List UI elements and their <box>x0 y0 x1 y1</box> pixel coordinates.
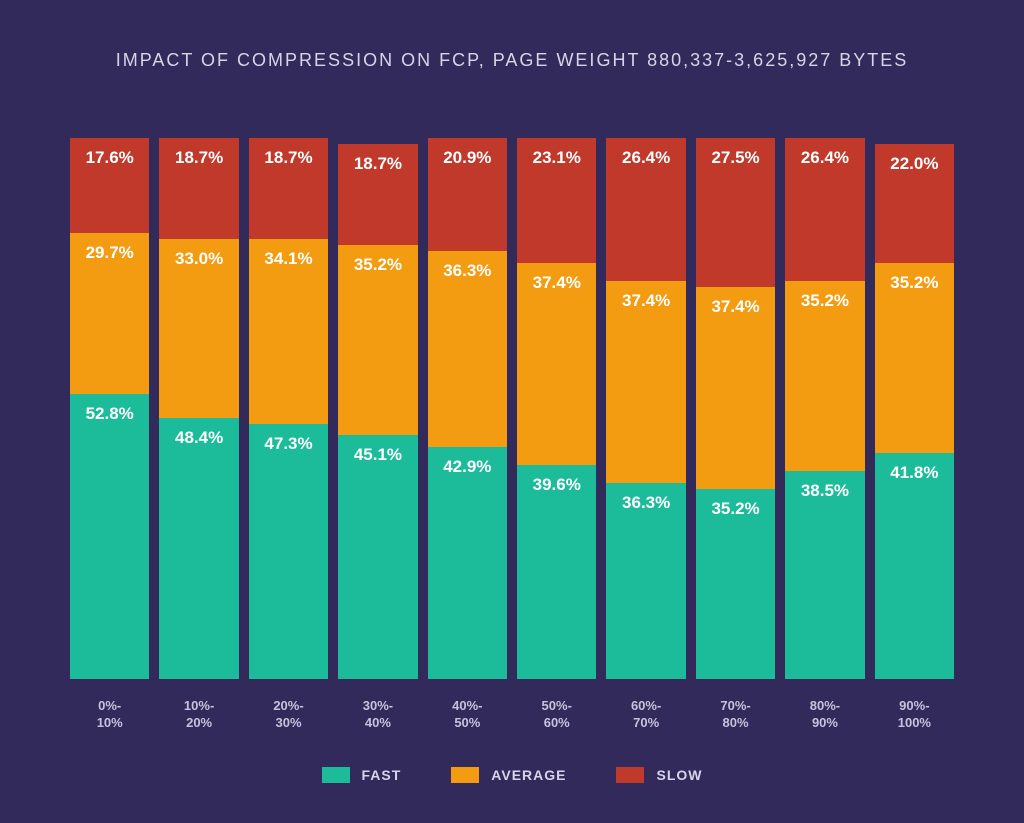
stacked-bar-chart: 17.6%29.7%52.8%0%-10%18.7%33.0%48.4%10%-… <box>70 121 954 732</box>
x-axis-label: 20%-30% <box>249 697 328 732</box>
legend-label: AVERAGE <box>491 767 566 783</box>
bar-stack: 20.9%36.3%42.9% <box>428 121 507 679</box>
bar-segment-average: 37.4% <box>696 287 775 489</box>
bar-segment-fast: 36.3% <box>606 483 685 679</box>
x-axis-label: 50%-60% <box>517 697 596 732</box>
bar-segment-fast: 35.2% <box>696 489 775 679</box>
bar-segment-slow: 23.1% <box>517 138 596 263</box>
bar-segment-average: 35.2% <box>785 281 864 471</box>
x-axis-label: 10%-20% <box>159 697 238 732</box>
bar-segment-slow: 20.9% <box>428 138 507 251</box>
x-axis-label: 40%-50% <box>428 697 507 732</box>
legend-swatch <box>616 767 644 783</box>
bar-segment-slow: 18.7% <box>249 138 328 239</box>
legend: FAST AVERAGE SLOW <box>70 767 954 783</box>
x-axis-label: 70%-80% <box>696 697 775 732</box>
bar-stack: 26.4%35.2%38.5% <box>785 121 864 679</box>
bar-segment-average: 36.3% <box>428 251 507 447</box>
bar-segment-fast: 47.3% <box>249 424 328 679</box>
bar-segment-slow: 26.4% <box>606 138 685 281</box>
bar-segment-average: 37.4% <box>517 263 596 465</box>
bar-column: 18.7%34.1%47.3% 20%-30% <box>249 121 328 732</box>
bar-stack: 18.7%34.1%47.3% <box>249 121 328 679</box>
bar-segment-fast: 42.9% <box>428 447 507 679</box>
bar-column: 23.1%37.4%39.6% 50%-60% <box>517 121 596 732</box>
bar-segment-slow: 18.7% <box>338 144 417 245</box>
bar-column: 18.7%35.2%45.1% 30%-40% <box>338 121 417 732</box>
x-axis-label: 30%-40% <box>338 697 417 732</box>
legend-label: FAST <box>362 767 402 783</box>
bar-segment-fast: 45.1% <box>338 435 417 679</box>
bar-stack: 27.5%37.4%35.2% <box>696 121 775 679</box>
bar-column: 26.4%37.4%36.3% 60%-70% <box>606 121 685 732</box>
bar-column: 27.5%37.4%35.2% 70%-80% <box>696 121 775 732</box>
bar-stack: 17.6%29.7%52.8% <box>70 121 149 679</box>
x-axis-label: 60%-70% <box>606 697 685 732</box>
legend-item-slow: SLOW <box>616 767 702 783</box>
bar-segment-slow: 22.0% <box>875 144 954 263</box>
bar-stack: 23.1%37.4%39.6% <box>517 121 596 679</box>
chart-title: IMPACT OF COMPRESSION ON FCP, PAGE WEIGH… <box>70 50 954 71</box>
x-axis-label: 0%-10% <box>70 697 149 732</box>
bar-segment-average: 34.1% <box>249 239 328 423</box>
legend-item-average: AVERAGE <box>451 767 566 783</box>
bar-column: 17.6%29.7%52.8% 0%-10% <box>70 121 149 732</box>
bar-segment-slow: 27.5% <box>696 138 775 287</box>
legend-swatch <box>322 767 350 783</box>
bar-segment-fast: 48.4% <box>159 418 238 679</box>
bar-stack: 22.0%35.2%41.8% <box>875 121 954 679</box>
x-axis-label: 80%-90% <box>785 697 864 732</box>
bar-segment-fast: 38.5% <box>785 471 864 679</box>
bar-segment-fast: 41.8% <box>875 453 954 679</box>
bar-segment-fast: 52.8% <box>70 394 149 679</box>
chart-container: IMPACT OF COMPRESSION ON FCP, PAGE WEIGH… <box>0 0 1024 823</box>
bar-segment-slow: 17.6% <box>70 138 149 233</box>
bar-stack: 26.4%37.4%36.3% <box>606 121 685 679</box>
bar-segment-average: 33.0% <box>159 239 238 417</box>
bar-segment-average: 29.7% <box>70 233 149 393</box>
bar-stack: 18.7%35.2%45.1% <box>338 121 417 679</box>
bar-column: 22.0%35.2%41.8% 90%-100% <box>875 121 954 732</box>
legend-label: SLOW <box>656 767 702 783</box>
bar-segment-average: 35.2% <box>875 263 954 453</box>
legend-item-fast: FAST <box>322 767 402 783</box>
bar-column: 26.4%35.2%38.5% 80%-90% <box>785 121 864 732</box>
bar-segment-fast: 39.6% <box>517 465 596 679</box>
bar-column: 20.9%36.3%42.9% 40%-50% <box>428 121 507 732</box>
legend-swatch <box>451 767 479 783</box>
bar-segment-average: 35.2% <box>338 245 417 435</box>
bar-segment-slow: 18.7% <box>159 138 238 239</box>
bar-column: 18.7%33.0%48.4% 10%-20% <box>159 121 238 732</box>
bar-stack: 18.7%33.0%48.4% <box>159 121 238 679</box>
bar-segment-average: 37.4% <box>606 281 685 483</box>
x-axis-label: 90%-100% <box>875 697 954 732</box>
bar-segment-slow: 26.4% <box>785 138 864 281</box>
